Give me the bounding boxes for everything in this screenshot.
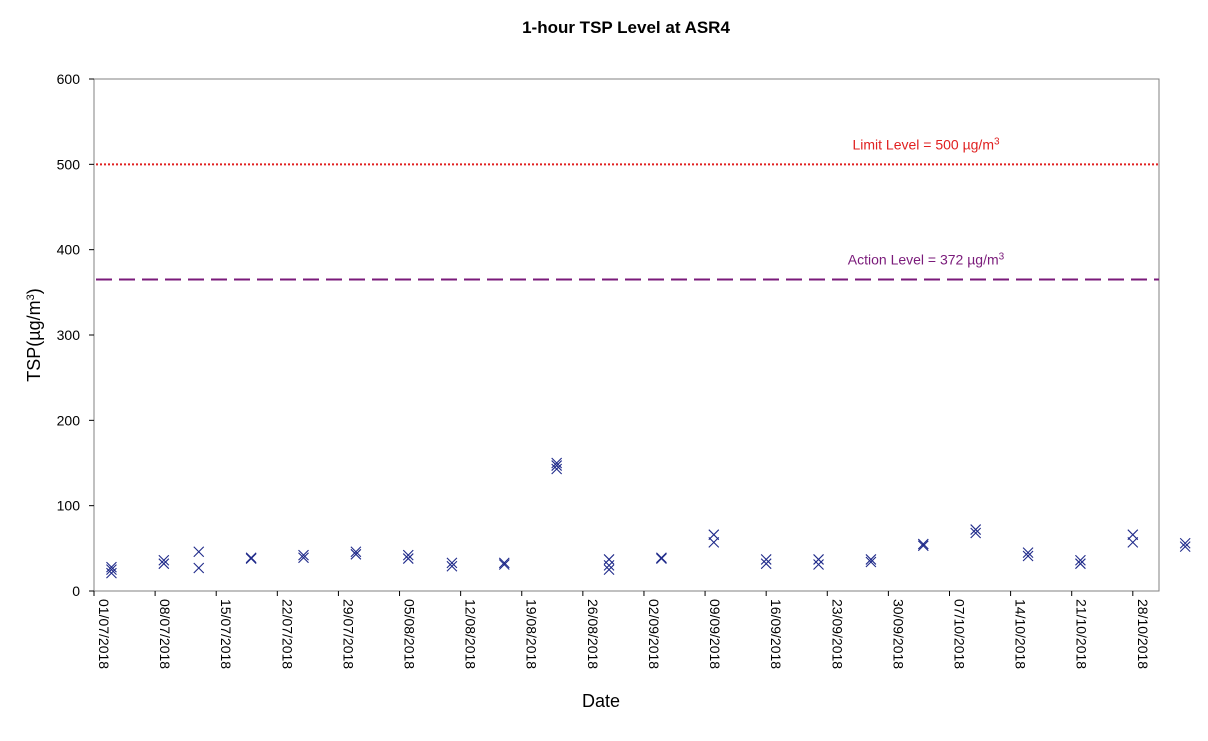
data-point-marker — [1022, 550, 1034, 562]
y-tick-label: 200 — [57, 412, 81, 428]
data-point-marker — [603, 564, 615, 576]
data-point-marker — [1075, 554, 1086, 566]
x-tick-label: 19/08/2018 — [524, 599, 540, 669]
x-axis-title: Date — [582, 691, 620, 711]
x-tick-label: 14/10/2018 — [1013, 599, 1029, 669]
y-tick-label: 300 — [57, 327, 81, 343]
y-tick-label: 600 — [57, 71, 81, 87]
y-tick-label: 500 — [57, 156, 81, 172]
x-tick-label: 01/07/2018 — [96, 599, 112, 669]
data-point-marker — [350, 546, 362, 558]
y-axis-title-end: ) — [24, 288, 44, 294]
data-point-marker — [1179, 537, 1191, 549]
x-tick-label: 16/09/2018 — [768, 599, 784, 669]
x-tick-label: 28/10/2018 — [1135, 599, 1151, 669]
y-axis: 0 100 200 300 400 500 600 — [57, 71, 94, 599]
data-point-marker — [708, 536, 720, 548]
data-point-marker — [158, 554, 170, 566]
ref-label-sup: 3 — [994, 136, 1000, 147]
x-tick-label: 12/08/2018 — [463, 599, 479, 669]
data-point-marker — [970, 524, 982, 535]
ref-label-sup: 3 — [999, 251, 1005, 262]
x-tick-label: 21/10/2018 — [1074, 599, 1090, 669]
x-tick-label: 23/09/2018 — [829, 599, 845, 669]
data-point-marker — [245, 552, 257, 564]
data-points — [106, 457, 1191, 579]
y-tick-label: 0 — [72, 583, 80, 599]
data-point-marker — [551, 460, 563, 471]
y-axis-title-sup: 3 — [25, 294, 37, 300]
y-axis-title: TSP(µg/m3) — [24, 288, 44, 382]
data-point-marker — [551, 457, 563, 469]
x-tick-label: 08/07/2018 — [157, 599, 173, 669]
data-point-marker — [402, 549, 414, 561]
data-point-marker — [193, 562, 205, 574]
data-point-marker — [603, 560, 615, 571]
x-tick-label: 15/07/2018 — [218, 599, 234, 669]
data-point-marker — [402, 553, 414, 564]
data-point-marker — [446, 557, 458, 569]
data-point-marker — [1075, 558, 1086, 570]
data-point-marker — [298, 552, 309, 564]
data-point-marker — [603, 554, 615, 565]
x-tick-label: 26/08/2018 — [585, 599, 601, 669]
x-axis: 01/07/2018 08/07/2018 15/07/2018 22/07/2018… — [93, 591, 1151, 669]
data-point-marker — [193, 546, 205, 558]
data-point-marker — [245, 553, 257, 564]
data-point-marker — [760, 554, 772, 565]
limit-level-label: Limit Level = 500 µg/m3 — [852, 136, 1000, 153]
data-point-marker — [656, 552, 667, 564]
data-point-marker — [106, 567, 117, 579]
y-axis-title-main: TSP(µg/m — [24, 300, 44, 381]
x-tick-label: 09/09/2018 — [707, 599, 723, 669]
x-tick-label: 05/08/2018 — [402, 599, 418, 669]
data-point-marker — [106, 564, 117, 576]
y-tick-label: 100 — [57, 498, 81, 514]
data-point-marker — [1179, 541, 1191, 553]
data-point-marker — [917, 540, 929, 552]
chart-title: 1-hour TSP Level at ASR4 — [522, 18, 730, 37]
data-point-marker — [298, 549, 309, 561]
data-point-marker — [1127, 536, 1139, 548]
data-point-marker — [813, 554, 824, 565]
action-level-label: Action Level = 372 µg/m3 — [848, 251, 1005, 268]
plot-area — [93, 78, 1160, 592]
data-point-marker — [1127, 529, 1139, 541]
data-point-marker — [970, 527, 982, 539]
data-point-marker — [656, 553, 667, 564]
data-point-marker — [350, 548, 362, 560]
data-point-marker — [106, 561, 117, 573]
data-point-marker — [708, 529, 720, 541]
x-tick-label: 30/09/2018 — [890, 599, 906, 669]
data-point-marker — [158, 558, 170, 570]
data-point-marker — [917, 538, 929, 550]
data-point-marker — [446, 560, 458, 572]
ref-label-main: Action Level = 372 µg/m — [848, 252, 999, 268]
y-tick-label: 400 — [57, 242, 81, 258]
data-point-marker — [1022, 547, 1034, 558]
data-point-marker — [813, 559, 824, 570]
data-point-marker — [760, 558, 772, 570]
ref-label-main: Limit Level = 500 µg/m — [852, 136, 994, 152]
x-tick-label: 02/09/2018 — [646, 599, 662, 669]
x-tick-label: 22/07/2018 — [279, 599, 295, 669]
data-point-marker — [498, 559, 510, 570]
data-point-marker — [551, 463, 563, 475]
data-point-marker — [865, 556, 877, 568]
data-point-marker — [865, 554, 877, 565]
data-point-marker — [498, 557, 510, 569]
x-tick-label: 29/07/2018 — [340, 599, 356, 669]
x-tick-label: 07/10/2018 — [951, 599, 967, 669]
